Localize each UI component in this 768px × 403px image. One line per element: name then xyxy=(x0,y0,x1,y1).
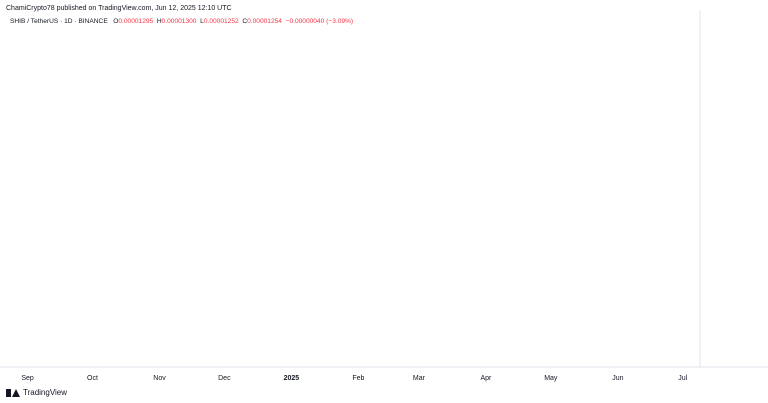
x-tick-label: Jul xyxy=(678,375,687,382)
x-tick-label: Sep xyxy=(21,375,34,382)
high-label: H xyxy=(156,18,162,25)
tradingview-logo[interactable]: TradingView xyxy=(6,388,67,397)
close-label: C xyxy=(242,18,248,25)
low-value: 0.00001252 xyxy=(203,18,239,25)
open-label: O xyxy=(113,18,119,25)
tradingview-logo-icon xyxy=(6,388,20,397)
x-tick-label: May xyxy=(544,375,558,382)
x-tick-label: Feb xyxy=(352,375,364,382)
x-tick-label: 2025 xyxy=(284,375,300,382)
x-tick-label: Dec xyxy=(218,375,231,382)
x-tick-label: Jun xyxy=(612,375,623,382)
symbol-label[interactable]: SHIB / TetherUS · 1D · BINANCE xyxy=(10,18,108,25)
x-tick-label: Apr xyxy=(481,375,493,382)
high-value: 0.00001300 xyxy=(161,18,197,25)
open-value: 0.00001295 xyxy=(118,18,154,25)
x-tick-label: Mar xyxy=(413,375,426,382)
low-label: L xyxy=(200,18,204,25)
close-value: 0.00001254 xyxy=(247,18,282,25)
tradingview-brand: TradingView xyxy=(23,388,68,397)
x-tick-label: Oct xyxy=(87,375,98,382)
x-tick-label: Nov xyxy=(153,375,166,382)
change-value: −0.00000040 (−3.09%) xyxy=(285,18,354,25)
ohlc-legend: SHIB / TetherUS · 1D · BINANCE O0.000012… xyxy=(10,18,353,25)
publisher-line: ChamiCrypto78 published on TradingView.c… xyxy=(6,5,232,12)
